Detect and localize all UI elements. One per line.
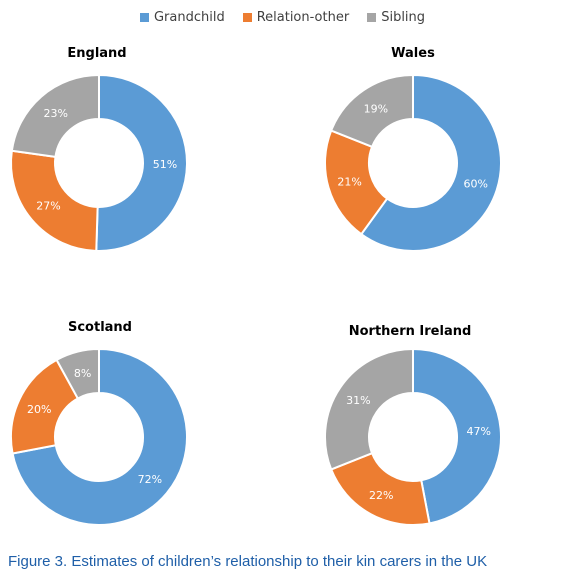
- donut-slice-scotland-sibling: [55, 347, 100, 400]
- chart-title-scotland: Scotland: [67, 320, 132, 335]
- chart-title-wales: Wales: [391, 46, 435, 61]
- donut-slice-scotland-grandchild: [11, 347, 188, 526]
- donut-slice-northern-ireland-sibling: [324, 347, 414, 471]
- donut-slice-england-relation-other: [10, 149, 99, 252]
- legend-label-relation-other: Relation-other: [256, 10, 350, 25]
- legend-swatch-grandchild: [139, 13, 149, 22]
- chart-title-england: England: [67, 46, 127, 61]
- data-label-wales-sibling: 19%: [364, 102, 388, 115]
- data-label-wales-grandchild: 60%: [464, 177, 488, 190]
- data-label-northern-ireland-grandchild: 47%: [466, 425, 490, 438]
- legend-label-grandchild: Grandchild: [153, 10, 225, 25]
- legend-swatch-relation-other: [242, 13, 252, 22]
- chart-title-northern-ireland: Northern Ireland: [348, 324, 472, 339]
- data-label-england-grandchild: 51%: [153, 158, 177, 171]
- data-label-scotland-relation-other: 20%: [27, 403, 51, 416]
- data-label-england-sibling: 23%: [43, 107, 67, 120]
- data-label-scotland-sibling: 8%: [74, 367, 91, 380]
- data-label-england-relation-other: 27%: [36, 200, 60, 213]
- donut-slice-wales-grandchild: [359, 73, 502, 252]
- legend-item-sibling: Sibling: [367, 10, 425, 25]
- data-label-wales-relation-other: 21%: [337, 175, 361, 188]
- legend-item-grandchild: Grandchild: [139, 10, 225, 25]
- data-label-northern-ireland-relation-other: 22%: [369, 489, 393, 502]
- legend-item-relation-other: Relation-other: [242, 10, 350, 25]
- legend-label-sibling: Sibling: [381, 10, 426, 25]
- donut-slice-england-sibling: [10, 73, 100, 158]
- donut-slice-england-grandchild: [95, 73, 189, 252]
- donut-slice-wales-sibling: [329, 73, 414, 149]
- donut-slice-northern-ireland-grandchild: [412, 347, 502, 525]
- data-label-scotland-grandchild: 72%: [138, 473, 162, 486]
- data-label-northern-ireland-sibling: 31%: [346, 394, 370, 407]
- legend-swatch-sibling: [367, 13, 377, 22]
- figure-caption: Figure 3. Estimates of children’s relati…: [8, 553, 488, 570]
- chart-legend: Grandchild Relation-other Sibling: [0, 10, 565, 25]
